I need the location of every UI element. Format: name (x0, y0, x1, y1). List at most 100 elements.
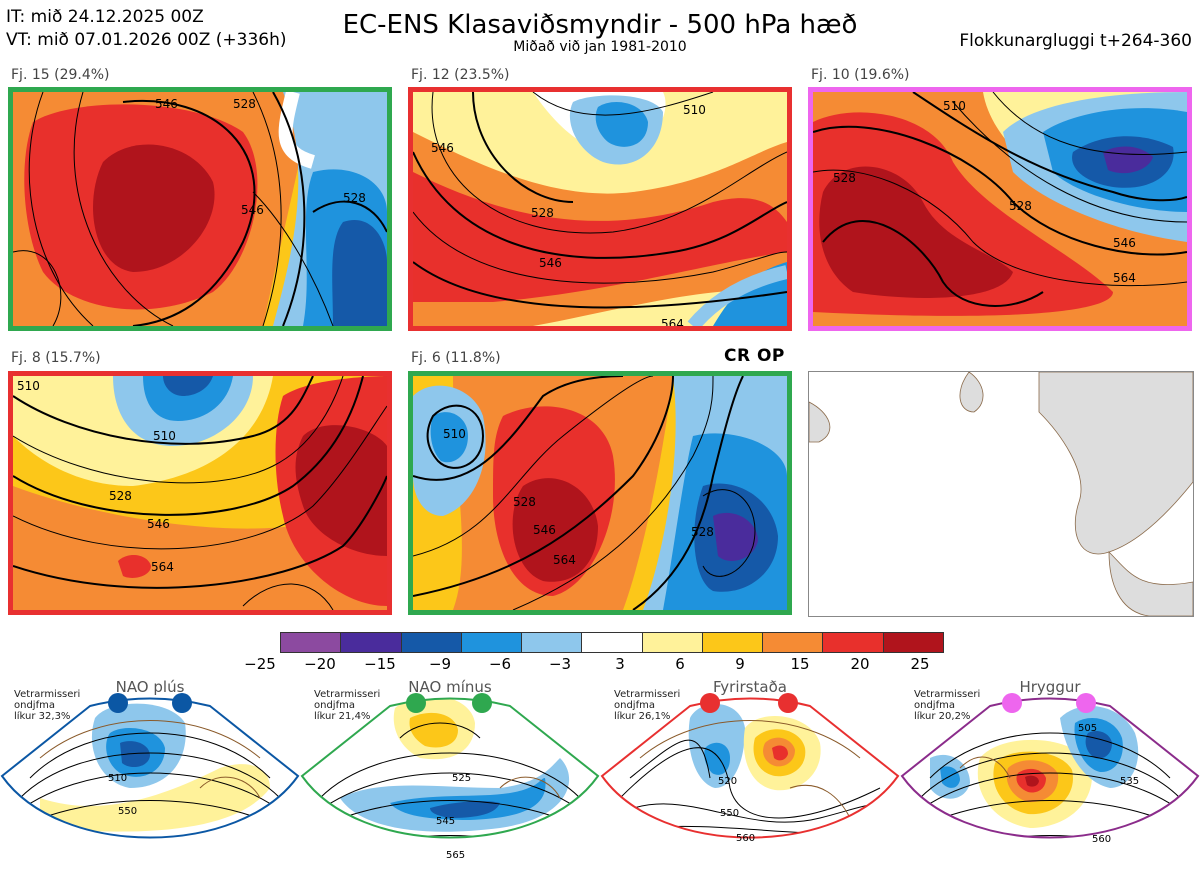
regime-info: Vetrarmisseri ondjfma líkur 26,1% (614, 689, 680, 722)
regime-nao-minus-map: 525 545 565 (300, 697, 600, 861)
regime-dot (108, 693, 128, 713)
colorbar-tick: 6 (675, 655, 685, 673)
contour-label: 528 (691, 525, 714, 539)
colorbar-tick: −20 (304, 655, 336, 673)
contour-label: 510 (153, 429, 176, 443)
page-title: EC-ENS Klasaviðsmyndir - 500 hPa hæð (342, 10, 858, 40)
contour-label: 560 (1092, 834, 1111, 845)
regime-dot (778, 693, 798, 713)
regime-fyrirstada-map: 520 550 560 (600, 697, 900, 844)
regime-title: NAO plús (115, 678, 185, 696)
contour-label: 528 (513, 495, 536, 509)
regime-info-line: Vetrarmisseri (914, 689, 981, 700)
contour-label: 546 (241, 203, 264, 217)
colorbar-swatch (281, 633, 342, 652)
regime-title: Fyrirstaða (713, 678, 787, 696)
cluster-5-label: Fj. 6 (11.8%) (411, 350, 501, 366)
regime-hryggur: 505 535 560 Hryggur Vetrarmisseri ondjfm… (900, 678, 1200, 871)
colorbar-swatch (823, 633, 884, 652)
regime-nao-plus: 510 550 NAO plús Vetrarmisseri ondjfma l… (0, 678, 300, 871)
colorbar-swatch (763, 633, 824, 652)
regime-info: Vetrarmisseri ondjfma líkur 21,4% (314, 689, 380, 722)
regime-dot (472, 693, 492, 713)
cluster-2-map: 510 546 528 546 564 (408, 87, 792, 331)
regime-info-line: Vetrarmisseri (314, 689, 381, 700)
cluster-1-anomaly-map: 546 528 546 528 (13, 92, 387, 326)
contour-label: 564 (151, 560, 174, 574)
colorbar-swatch (642, 633, 703, 652)
contour-label: 510 (17, 379, 40, 393)
contour-label: 528 (343, 191, 366, 205)
contour-label: 528 (1009, 199, 1032, 213)
contour-label: 564 (661, 317, 684, 326)
colorbar-ticks: −25 −20 −15 −9 −6 −3 3 6 9 15 20 25 (240, 655, 982, 673)
empty-map (808, 371, 1194, 617)
regime-dot (700, 693, 720, 713)
colorbar-swatch (401, 633, 462, 652)
contour-label: 545 (436, 816, 455, 827)
cluster-1-label: Fj. 15 (29.4%) (11, 67, 110, 83)
colorbar-tick: 15 (790, 655, 810, 673)
regime-dot (1076, 693, 1096, 713)
contour-label: 510 (943, 99, 966, 113)
contour-label: 550 (118, 806, 137, 817)
contour-label: 535 (1120, 776, 1139, 787)
contour-label: 505 (1078, 723, 1097, 734)
contour-label: 546 (539, 256, 562, 270)
regime-title: Hryggur (1019, 678, 1081, 696)
colorbar-swatch (461, 633, 523, 652)
colorbar-tick: −3 (548, 655, 572, 673)
regime-info: Vetrarmisseri ondjfma líkur 32,3% (14, 689, 80, 722)
colorbar-swatch (702, 633, 764, 652)
colorbar-tick: 9 (735, 655, 745, 673)
cluster-5-anomaly-map: 510 528 546 564 528 (413, 376, 787, 610)
colorbar-swatch (522, 633, 583, 652)
colorbar-tick: −6 (488, 655, 512, 673)
colorbar-tick: −25 (244, 655, 276, 673)
regime-fyrirstada: 520 550 560 Fyrirstaða Vetrarmisseri ond… (600, 678, 900, 871)
contour-label: 525 (452, 773, 471, 784)
colorbar-swatch (582, 633, 643, 652)
regime-info: Vetrarmisseri ondjfma líkur 20,2% (914, 689, 980, 722)
contour-label: 546 (147, 517, 170, 531)
contour-label: 510 (443, 427, 466, 441)
regime-dot (172, 693, 192, 713)
contour-label: 528 (109, 489, 132, 503)
contour-label: 520 (718, 776, 737, 787)
regime-info-line: líkur 20,2% (914, 711, 971, 722)
cluster-4-label: Fj. 8 (15.7%) (11, 350, 101, 366)
contour-label: 564 (1113, 271, 1136, 285)
contour-label: 546 (431, 141, 454, 155)
colorbar-swatch (341, 633, 402, 652)
valid-time: VT: mið 07.01.2026 00Z (+336h) (6, 30, 287, 50)
contour-label: 550 (720, 808, 739, 819)
regime-info-line: ondjfma (914, 700, 955, 711)
cluster-4-map: 510 528 546 564 510 (8, 371, 392, 615)
cluster-5-map: 510 528 546 564 528 (408, 371, 792, 615)
regime-title: NAO mínus (408, 678, 492, 696)
coastline-map (808, 371, 1194, 617)
regime-info-line: Vetrarmisseri (614, 689, 681, 700)
regime-dot (406, 693, 426, 713)
regime-info-line: ondjfma (14, 700, 55, 711)
contour-label: 528 (233, 97, 256, 111)
colorbar-tick: −15 (364, 655, 396, 673)
cluster-3-anomaly-map: 510 528 546 564 528 (813, 92, 1187, 326)
init-time: IT: mið 24.12.2025 00Z (6, 7, 204, 27)
regime-info-line: Vetrarmisseri (14, 689, 81, 700)
cluster-2-anomaly-map: 510 546 528 546 564 (413, 92, 787, 326)
contour-label: 528 (833, 171, 856, 185)
regime-info-line: líkur 26,1% (614, 711, 671, 722)
colorbar-swatch (883, 633, 943, 652)
colorbar-tick: 3 (615, 655, 625, 673)
cluster-3-map: 510 528 546 564 528 (808, 87, 1192, 331)
regime-hryggur-map: 505 535 560 (900, 697, 1200, 845)
contour-label: 528 (531, 206, 554, 220)
regime-dot (1002, 693, 1022, 713)
contour-label: 565 (446, 850, 465, 861)
colorbar (280, 632, 944, 653)
contour-label: 546 (155, 97, 178, 111)
contour-label: 510 (683, 103, 706, 117)
regime-info-line: líkur 32,3% (14, 711, 71, 722)
colorbar-tick: −9 (428, 655, 452, 673)
